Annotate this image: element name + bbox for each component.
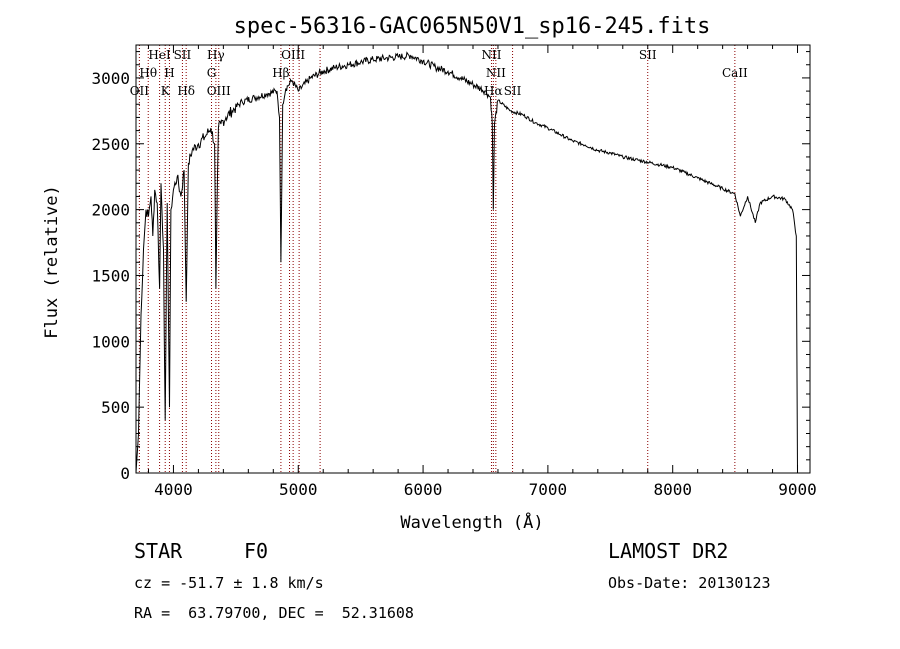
survey-name: LAMOST DR2 [608, 539, 729, 563]
x-tick-label: 7000 [529, 480, 568, 499]
x-tick-label: 8000 [653, 480, 692, 499]
observation-date: Obs-Date: 20130123 [608, 574, 771, 592]
y-tick-label: 1500 [91, 266, 130, 285]
x-axis-label: Wavelength (Å) [400, 511, 543, 533]
spectral-line-label: G [207, 66, 217, 80]
y-tick-label: 500 [101, 398, 130, 417]
spectral-line-label: Hθ [139, 66, 157, 80]
redshift-readout: cz = -51.7 ± 1.8 km/s [134, 574, 324, 592]
chart-title: spec-56316-GAC065N50V1_sp16-245.fits [234, 14, 711, 39]
spectral-line-label: HeI [148, 48, 171, 62]
x-tick-label: 9000 [778, 480, 817, 499]
x-axis: 4000 5000 6000 7000 8000 9000 [147, 45, 817, 499]
y-tick-label: 1000 [91, 332, 130, 351]
y-tick-label: 2000 [91, 201, 130, 220]
subclass: F0 [244, 539, 269, 563]
spectral-line-label: NII [486, 66, 506, 80]
spectral-line-label: NII [481, 48, 501, 62]
spectral-line-label: K [161, 84, 171, 98]
spectral-line-label: OIII [281, 48, 305, 62]
spectrum-series-line [135, 51, 798, 474]
spectral-line-label: OIII [207, 84, 231, 98]
plot-frame [135, 44, 811, 474]
coordinates-readout: RA = 63.79700, DEC = 52.31608 [134, 604, 414, 622]
spectral-line-label: SII [174, 48, 192, 62]
y-tick-label: 0 [120, 464, 130, 483]
y-axis: 0 500 1000 1500 2000 2500 3000 [91, 51, 810, 483]
spectral-line-label: H [164, 66, 174, 80]
y-tick-label: 2500 [91, 135, 130, 154]
x-tick-label: 6000 [404, 480, 443, 499]
spectral-line-label: Hδ [177, 84, 195, 98]
spectral-line-label: Hγ [207, 48, 225, 62]
spectral-line-label: SII [504, 84, 522, 98]
x-tick-label: 4000 [154, 480, 193, 499]
spectral-line-label: SII [639, 48, 657, 62]
spectral-line-label: CaII [722, 66, 748, 80]
spectral-line-label: Hβ [272, 66, 289, 80]
x-tick-label: 5000 [279, 480, 318, 499]
object-type: STAR [134, 539, 183, 563]
y-axis-label: Flux (relative) [42, 185, 62, 339]
spectral-line-label: Hα [484, 84, 503, 98]
y-tick-label: 3000 [91, 69, 130, 88]
